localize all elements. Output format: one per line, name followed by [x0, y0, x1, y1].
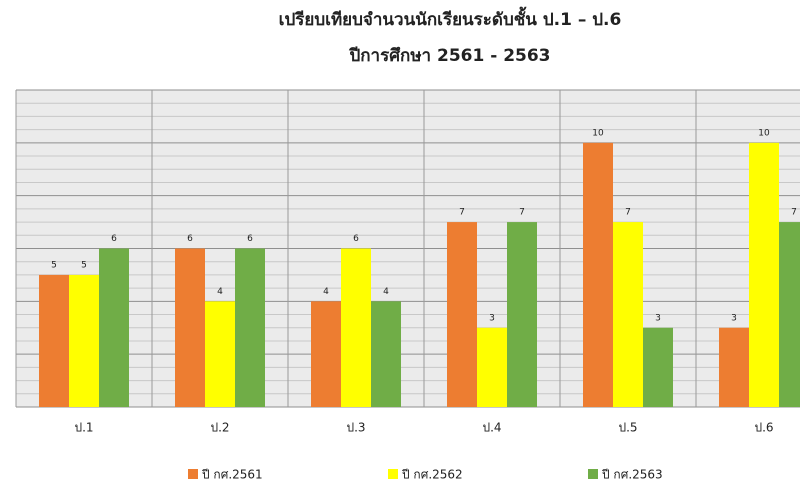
bar [311, 301, 341, 407]
bar [507, 222, 537, 407]
value-label: 4 [217, 287, 223, 297]
legend-swatch [188, 469, 198, 479]
bar [719, 327, 749, 407]
bar [583, 142, 613, 408]
legend-label: ปี กศ.2561 [201, 468, 262, 482]
value-label: 5 [51, 260, 57, 270]
bar [235, 248, 265, 407]
value-label: 7 [625, 208, 631, 218]
value-label: 6 [187, 234, 193, 244]
value-label: 3 [655, 313, 661, 323]
bar [341, 248, 371, 407]
value-label: 7 [459, 208, 465, 218]
bar [69, 274, 99, 407]
value-label: 4 [383, 287, 389, 297]
bar [613, 222, 643, 407]
bar [477, 327, 507, 407]
bar [205, 301, 235, 407]
bar [643, 327, 673, 407]
value-label: 4 [323, 287, 329, 297]
bar [779, 222, 800, 407]
x-tick-label: ป.2 [210, 421, 229, 435]
value-label: 7 [519, 208, 525, 218]
legend-swatch [588, 469, 598, 479]
x-tick-label: ป.3 [346, 421, 365, 435]
value-label: 10 [758, 128, 770, 138]
x-tick-label: ป.6 [754, 421, 773, 435]
legend-swatch [388, 469, 398, 479]
x-tick-label: ป.1 [74, 421, 93, 435]
bar [39, 274, 69, 407]
bar [371, 301, 401, 407]
x-tick-label: ป.5 [618, 421, 637, 435]
value-label: 6 [111, 234, 117, 244]
bar [447, 222, 477, 407]
value-label: 6 [353, 234, 359, 244]
value-label: 10 [592, 128, 604, 138]
chart-title: เปรียบเทียบจำนวนนักเรียนระดับชั้น ป.1 – … [279, 6, 622, 30]
bar [99, 248, 129, 407]
bar [749, 142, 779, 408]
x-tick-label: ป.4 [482, 421, 501, 435]
value-label: 6 [247, 234, 253, 244]
value-label: 3 [489, 313, 495, 323]
chart-subtitle: ปีการศึกษา 2561 - 2563 [349, 45, 551, 66]
legend-label: ปี กศ.2563 [601, 468, 662, 482]
legend-label: ปี กศ.2562 [401, 468, 462, 482]
bar [175, 248, 205, 407]
value-label: 7 [791, 208, 797, 218]
value-label: 5 [81, 260, 87, 270]
value-label: 3 [731, 313, 737, 323]
